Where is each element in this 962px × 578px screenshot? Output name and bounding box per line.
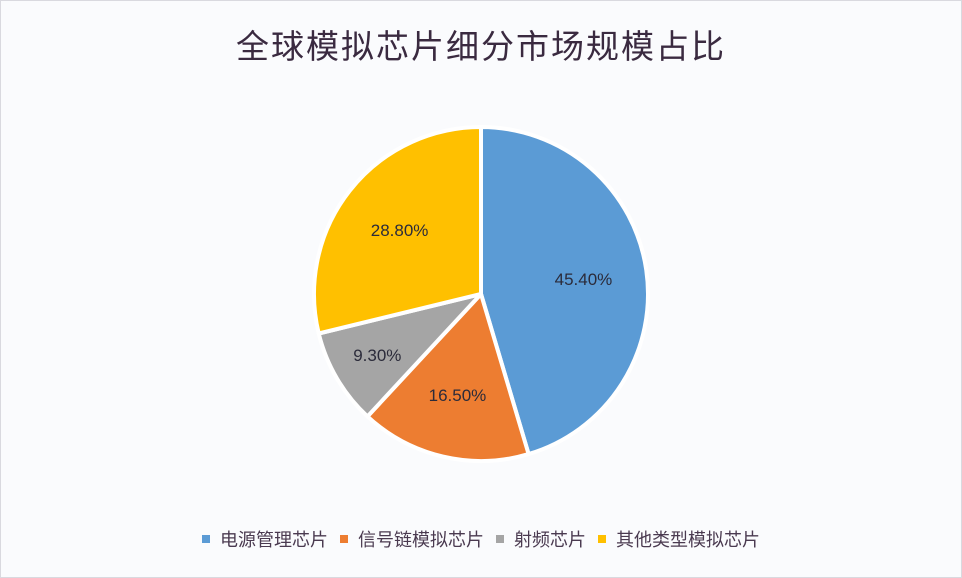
data-label: 45.40% — [555, 270, 613, 289]
pie-labels: 45.40% 16.50% 9.30% 28.80% — [353, 221, 612, 405]
legend-label: 信号链模拟芯片 — [358, 530, 484, 551]
legend-swatch-icon — [340, 535, 348, 543]
legend-swatch-icon — [496, 535, 504, 543]
slice-signal-chain — [365, 292, 531, 463]
chart-title: 全球模拟芯片细分市场规模占比 — [236, 27, 726, 66]
legend: 电源管理芯片 信号链模拟芯片 射频芯片 其他类型模拟芯片 — [0, 526, 962, 552]
slice-power-management — [479, 125, 650, 457]
legend-item-other: 其他类型模拟芯片 — [598, 526, 760, 552]
data-label: 9.30% — [353, 346, 401, 365]
legend-item-rf: 射频芯片 — [496, 526, 586, 552]
legend-item-power-management: 电源管理芯片 — [202, 526, 328, 552]
data-label: 28.80% — [371, 221, 429, 240]
data-label: 16.50% — [429, 386, 487, 405]
legend-item-signal-chain: 信号链模拟芯片 — [340, 526, 484, 552]
legend-swatch-icon — [598, 535, 606, 543]
legend-label: 射频芯片 — [514, 530, 586, 551]
legend-swatch-icon — [202, 535, 210, 543]
pie-slices — [312, 125, 650, 463]
legend-label: 电源管理芯片 — [220, 530, 328, 551]
slice-other — [312, 125, 483, 336]
legend-label: 其他类型模拟芯片 — [616, 530, 760, 551]
